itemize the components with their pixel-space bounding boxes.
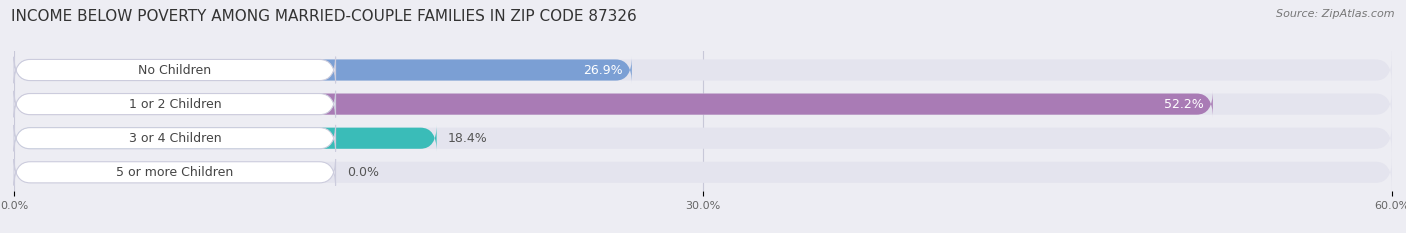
Text: 18.4%: 18.4%: [449, 132, 488, 145]
Text: INCOME BELOW POVERTY AMONG MARRIED-COUPLE FAMILIES IN ZIP CODE 87326: INCOME BELOW POVERTY AMONG MARRIED-COUPL…: [11, 9, 637, 24]
Text: 5 or more Children: 5 or more Children: [117, 166, 233, 179]
FancyBboxPatch shape: [14, 57, 1392, 83]
FancyBboxPatch shape: [14, 125, 336, 151]
Text: 3 or 4 Children: 3 or 4 Children: [128, 132, 221, 145]
FancyBboxPatch shape: [14, 125, 1392, 151]
Text: 1 or 2 Children: 1 or 2 Children: [128, 98, 221, 111]
Text: 26.9%: 26.9%: [583, 64, 623, 76]
FancyBboxPatch shape: [14, 57, 336, 83]
Text: 0.0%: 0.0%: [347, 166, 380, 179]
FancyBboxPatch shape: [14, 125, 437, 151]
Text: 52.2%: 52.2%: [1164, 98, 1204, 111]
FancyBboxPatch shape: [14, 159, 1392, 186]
Text: Source: ZipAtlas.com: Source: ZipAtlas.com: [1277, 9, 1395, 19]
Text: No Children: No Children: [138, 64, 211, 76]
FancyBboxPatch shape: [14, 91, 1392, 117]
FancyBboxPatch shape: [14, 91, 1213, 117]
FancyBboxPatch shape: [14, 159, 336, 186]
FancyBboxPatch shape: [14, 91, 336, 117]
FancyBboxPatch shape: [14, 57, 631, 83]
